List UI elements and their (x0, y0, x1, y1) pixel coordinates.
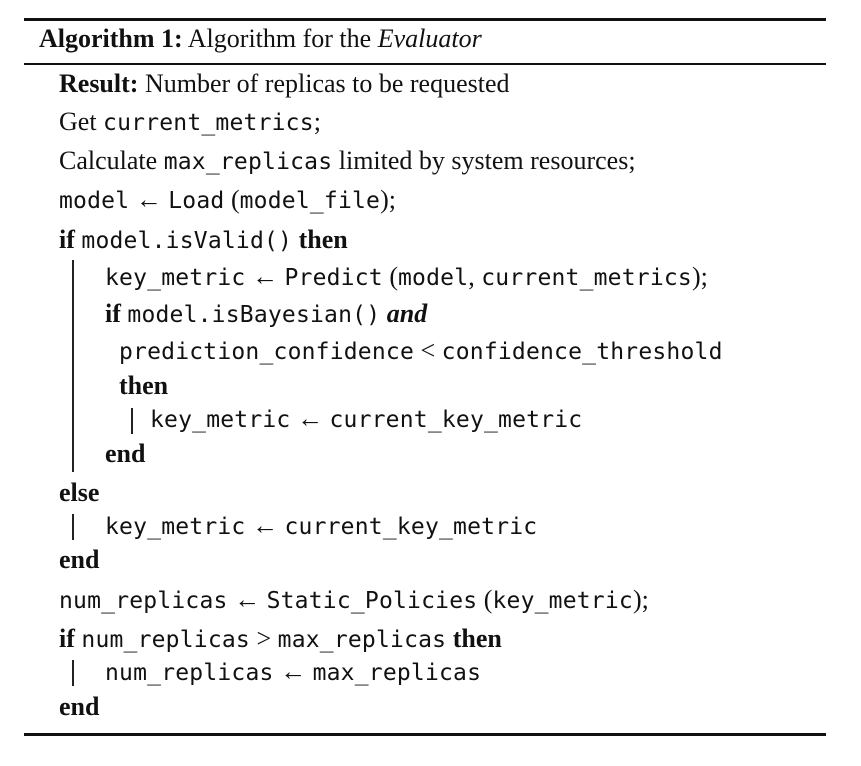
load-model-line: model ← Load (model_file); (59, 185, 396, 214)
if-max-line: if num_replicas > max_replicas then (59, 624, 502, 653)
caption-rule (24, 63, 826, 65)
algorithm-caption: Algorithm 1: Algorithm for the Evaluator (39, 24, 482, 54)
inner-if-block-bar (131, 408, 133, 434)
if-max-block-bar (72, 660, 74, 686)
confidence-condition-line: prediction_confidence < confidence_thres… (119, 336, 723, 365)
else-block-bar (72, 514, 74, 540)
if-bayesian-line: if model.isBayesian() and (105, 299, 428, 328)
predict-line: key_metric ← Predict (model, current_met… (105, 262, 708, 291)
result-keyword: Result: (59, 69, 139, 98)
calculate-line: Calculate max_replicas limited by system… (59, 146, 636, 175)
caption-text: Algorithm for the (187, 24, 372, 53)
get-metrics-line: Get current_metrics; (59, 107, 321, 136)
if-valid-line: if model.isValid() then (59, 225, 348, 254)
if-block-bar (72, 260, 74, 472)
else-line: else (59, 478, 100, 507)
else-assign-line: key_metric ← current_key_metric (105, 511, 538, 540)
inner-end-line: end (105, 439, 146, 468)
algorithm-block: Algorithm 1: Algorithm for the Evaluator… (24, 18, 826, 736)
bottom-rule (24, 733, 826, 736)
result-text: Number of replicas to be requested (144, 69, 510, 98)
final-end-line: end (59, 692, 100, 721)
cap-replicas-line: num_replicas ← max_replicas (105, 657, 482, 686)
algorithm-number: Algorithm 1: (39, 24, 183, 53)
then-line: then (119, 371, 169, 400)
outer-end-line: end (59, 545, 100, 574)
caption-name: Evaluator (377, 24, 482, 53)
top-rule (24, 18, 826, 21)
inner-assign-line: key_metric ← current_key_metric (150, 404, 583, 433)
result-line: Result: Number of replicas to be request… (59, 69, 510, 99)
static-policies-line: num_replicas ← Static_Policies (key_metr… (59, 585, 649, 614)
